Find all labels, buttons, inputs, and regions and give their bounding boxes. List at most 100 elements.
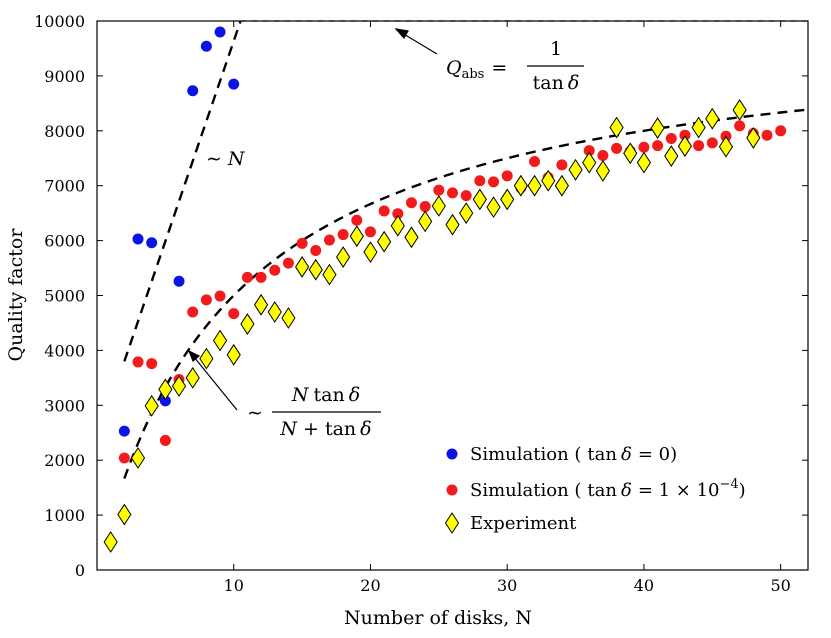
series-1-point-1: [132, 356, 144, 368]
series-1-point-41: [679, 129, 691, 141]
series-1-point-14: [310, 244, 322, 256]
series-2-point-38: [623, 142, 638, 165]
series-1-point-48: [775, 125, 787, 137]
y-tick-label-9: 9000: [44, 67, 85, 86]
series-2-point-11: [253, 293, 269, 316]
series-2-point-5: [171, 375, 187, 398]
series-2-point-23: [418, 210, 433, 233]
series-1-point-42: [693, 140, 705, 152]
series-1-point-21: [405, 197, 417, 209]
series-2-point-6: [185, 366, 200, 389]
series-1-point-5: [187, 306, 199, 318]
annotation-arrows: [187, 28, 438, 411]
series-2-point-39: [636, 151, 652, 174]
series-2-point-36: [595, 159, 611, 182]
series-2-point-37: [609, 116, 624, 139]
series-0-point-4: [173, 275, 185, 287]
series-2-point-44: [705, 107, 720, 130]
qabs-lhs-var: Q: [446, 57, 462, 79]
series-1-point-47: [761, 129, 773, 141]
series-2-point-15: [308, 258, 323, 281]
y-tick-label-0: 0: [75, 561, 85, 580]
lin-tilde: ∼: [206, 148, 222, 170]
series-1-point-26: [474, 175, 486, 187]
series-1-point-30: [529, 156, 541, 168]
series-2-point-21: [390, 214, 405, 237]
series-1-point-23: [433, 184, 445, 196]
series-2-point-29: [500, 188, 515, 211]
series-2-point-27: [472, 188, 487, 211]
series-0-point-3: [159, 395, 171, 407]
series-2-point-8: [212, 329, 228, 352]
series-2-point-25: [445, 213, 460, 236]
series-1-point-12: [282, 257, 294, 269]
series-1-point-7: [214, 290, 226, 302]
series-1-point-24: [447, 187, 458, 199]
series-1-point-18: [364, 226, 376, 238]
legend-marker-sim-loss: [446, 484, 458, 496]
qabs-num: 1: [550, 38, 562, 60]
series-1-point-11: [269, 264, 281, 276]
sat-den-fn: tan: [325, 418, 356, 440]
series-1-point-39: [652, 140, 664, 152]
series-2-point-0: [103, 531, 118, 553]
sat-den-plus: +: [303, 418, 319, 440]
series-2-point-26: [459, 202, 474, 225]
series-1-point-8: [228, 308, 240, 320]
sat-tilde: ∼: [247, 402, 263, 424]
qabs-annotation: Qabs = 1 tan δ: [446, 38, 584, 94]
reference-line-2: [123, 108, 809, 479]
series-0-point-0: [118, 425, 130, 437]
series-1-point-17: [351, 214, 363, 226]
qabs-den-var: δ: [568, 72, 579, 94]
y-tick-label-7: 7000: [44, 177, 85, 196]
sat-num-var: N: [291, 384, 310, 406]
series-1-point-35: [597, 150, 609, 162]
x-tick-label-4: 50: [770, 576, 790, 595]
qabs-lhs-sub: abs: [462, 67, 485, 82]
y-tick-label-5: 5000: [44, 287, 85, 306]
reference-line-0: [123, 20, 242, 362]
plot-area: [103, 20, 809, 553]
series-1-point-27: [488, 176, 500, 188]
series-1-point-0: [118, 452, 130, 464]
qabs-den-fn: tan: [533, 72, 564, 94]
series-1-point-3: [159, 434, 171, 446]
series-1-point-45: [734, 120, 746, 132]
sat-den-var: N: [279, 418, 298, 440]
qabs-eq: =: [491, 57, 507, 79]
series-2-point-45: [718, 135, 734, 158]
x-tick-label-1: 20: [360, 576, 380, 595]
x-axis-title: Number of disks, N: [344, 607, 532, 629]
y-tick-label-1: 1000: [44, 506, 85, 525]
series-0-point-1: [132, 233, 144, 245]
series-1-point-16: [337, 229, 349, 241]
series-2-point-17: [336, 246, 351, 268]
series-0-point-5: [187, 85, 199, 97]
legend-label-experiment: Experiment: [470, 513, 577, 534]
legend-marker-experiment: [444, 512, 460, 534]
series-1-point-19: [378, 205, 390, 217]
series-2-point-18: [349, 225, 364, 248]
lin-var: N: [227, 148, 246, 170]
series-2-point-2: [130, 447, 146, 469]
series-1-point-40: [665, 132, 677, 144]
series-1-point-15: [323, 234, 335, 246]
series-2-point-13: [281, 307, 296, 329]
series-1-point-20: [392, 208, 404, 220]
series-2-point-34: [568, 158, 583, 181]
y-tick-label-8: 8000: [44, 122, 85, 141]
y-tick-label-2: 2000: [44, 451, 85, 470]
series-1-point-9: [241, 271, 253, 283]
series-2-point-9: [226, 343, 241, 366]
series-2-point-41: [664, 145, 679, 167]
series-1-point-22: [419, 201, 431, 213]
sat-arrow-shaft: [193, 356, 238, 411]
legend-label-sim-no-loss: Simulation (tan δ = 0): [470, 444, 677, 465]
series-0-point-6: [200, 40, 212, 52]
series-1-point-13: [296, 237, 308, 249]
x-tick-label-3: 40: [634, 576, 654, 595]
